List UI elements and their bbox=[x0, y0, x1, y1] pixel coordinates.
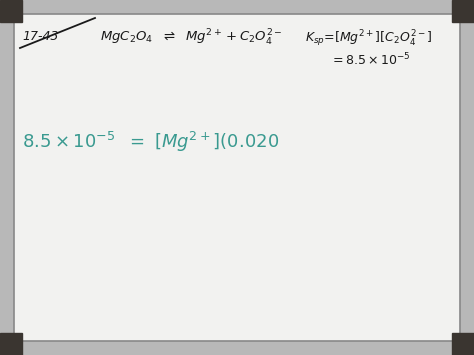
Bar bbox=[452, 0, 474, 22]
Bar bbox=[0, 341, 474, 355]
Text: $8.5\times10^{-5}$  $=$ [$\mathit{Mg}^{2+}$](0.020: $8.5\times10^{-5}$ $=$ [$\mathit{Mg}^{2+… bbox=[22, 130, 279, 154]
Bar bbox=[452, 333, 474, 355]
Bar bbox=[460, 0, 474, 355]
Bar bbox=[0, 0, 474, 14]
Bar bbox=[0, 0, 22, 22]
Bar bbox=[0, 0, 14, 355]
Text: $K_{sp}$=[$\mathit{Mg}^{2+}$][$C_2O_4^{2-}$]: $K_{sp}$=[$\mathit{Mg}^{2+}$][$C_2O_4^{2… bbox=[305, 28, 432, 49]
Bar bbox=[0, 333, 22, 355]
Text: $= 8.5\times10^{-5}$: $= 8.5\times10^{-5}$ bbox=[330, 51, 411, 68]
Text: 17-43: 17-43 bbox=[22, 30, 58, 43]
Text: $\mathit{Mg}C_2O_4$  $\rightleftharpoons$  $\mathit{Mg}^{2+} + C_2O_4^{2-}$: $\mathit{Mg}C_2O_4$ $\rightleftharpoons$… bbox=[100, 28, 283, 48]
